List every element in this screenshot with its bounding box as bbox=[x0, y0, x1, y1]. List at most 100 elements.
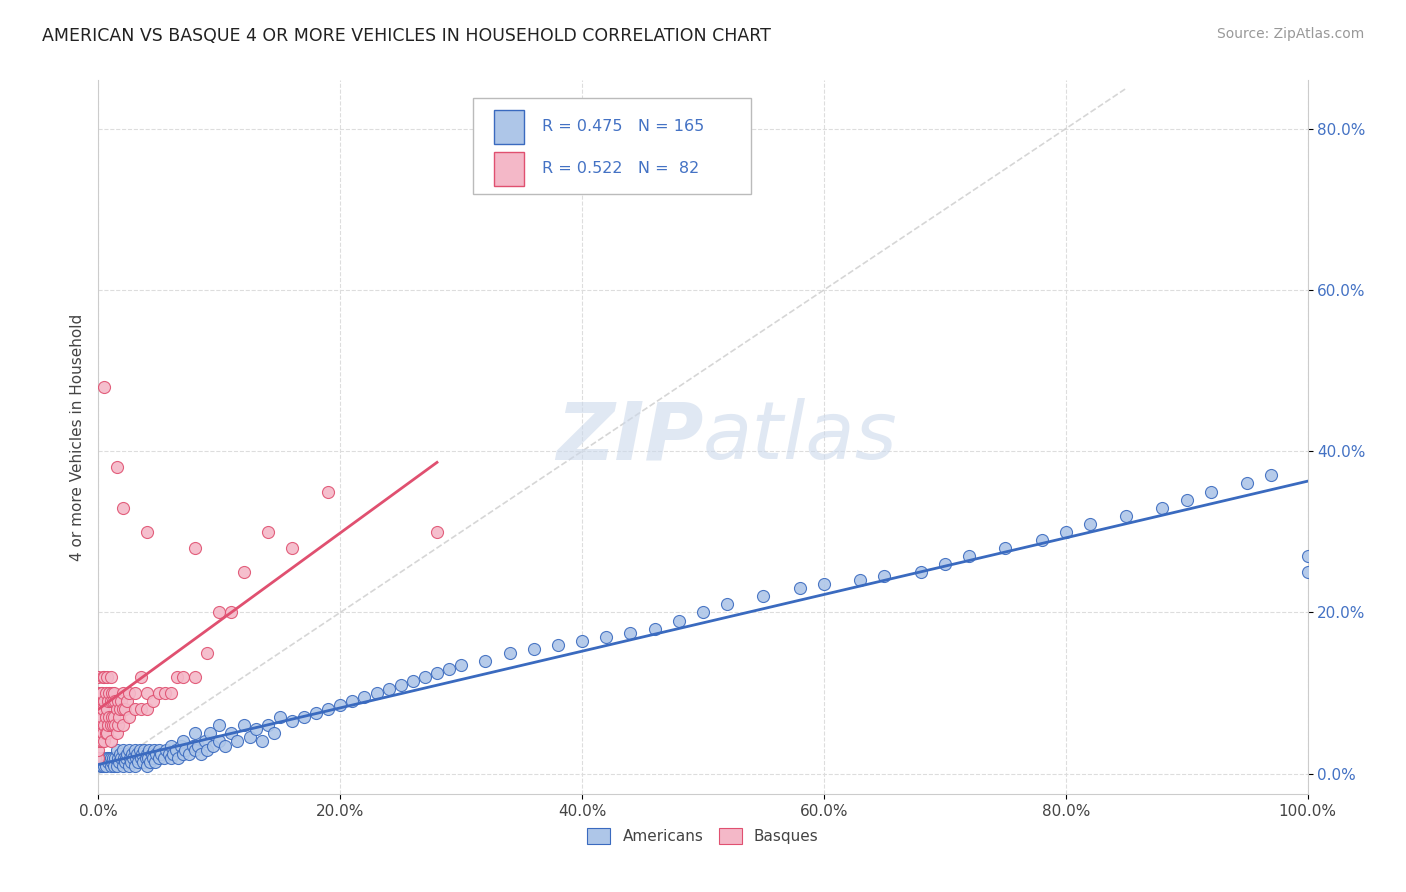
Point bbox=[208, 734, 231, 748]
Point bbox=[316, 484, 339, 499]
Point bbox=[142, 694, 165, 708]
Point bbox=[849, 573, 872, 587]
Point bbox=[98, 710, 121, 724]
Point bbox=[127, 747, 149, 761]
Point bbox=[934, 557, 956, 571]
Point bbox=[118, 750, 141, 764]
Point bbox=[644, 622, 666, 636]
Point bbox=[127, 755, 149, 769]
Point bbox=[105, 758, 128, 772]
Point bbox=[93, 758, 115, 772]
Point bbox=[124, 742, 146, 756]
Point bbox=[101, 718, 124, 732]
Point bbox=[128, 742, 150, 756]
Point bbox=[114, 702, 136, 716]
Point bbox=[135, 702, 157, 716]
Point bbox=[139, 755, 162, 769]
Point bbox=[179, 747, 201, 761]
Point bbox=[498, 646, 520, 660]
Point bbox=[91, 686, 114, 700]
Point bbox=[96, 702, 118, 716]
Point bbox=[87, 718, 110, 732]
Point bbox=[342, 694, 364, 708]
Point bbox=[353, 690, 375, 705]
Point bbox=[221, 606, 243, 620]
Point bbox=[135, 686, 157, 700]
Point bbox=[91, 710, 114, 724]
Point bbox=[194, 734, 217, 748]
Point bbox=[108, 710, 131, 724]
Point bbox=[87, 710, 110, 724]
Point bbox=[184, 670, 207, 684]
Point bbox=[101, 694, 124, 708]
Point bbox=[910, 565, 932, 579]
Point bbox=[94, 726, 117, 740]
Point bbox=[148, 750, 170, 764]
Point bbox=[202, 739, 225, 753]
Point bbox=[118, 742, 141, 756]
Point bbox=[117, 747, 139, 761]
Point bbox=[1236, 476, 1258, 491]
Point bbox=[402, 673, 425, 688]
Point bbox=[91, 670, 114, 684]
Point bbox=[329, 698, 352, 713]
Point bbox=[110, 750, 132, 764]
Point bbox=[169, 739, 191, 753]
Point bbox=[366, 686, 388, 700]
Point bbox=[105, 460, 128, 475]
Point bbox=[232, 565, 254, 579]
Point bbox=[104, 694, 127, 708]
Point bbox=[100, 670, 122, 684]
FancyBboxPatch shape bbox=[474, 98, 751, 194]
Point bbox=[281, 714, 304, 729]
Point bbox=[111, 742, 134, 756]
Point bbox=[122, 750, 145, 764]
FancyBboxPatch shape bbox=[494, 152, 524, 186]
Point bbox=[1296, 549, 1319, 563]
Point bbox=[129, 670, 152, 684]
Point bbox=[150, 747, 173, 761]
Point bbox=[523, 641, 546, 656]
Point bbox=[1031, 533, 1053, 547]
Point bbox=[692, 606, 714, 620]
Point bbox=[1175, 492, 1198, 507]
Point bbox=[135, 758, 157, 772]
Point bbox=[195, 742, 218, 756]
Point bbox=[716, 598, 738, 612]
Point bbox=[1296, 565, 1319, 579]
Point bbox=[111, 500, 134, 515]
Point bbox=[153, 686, 176, 700]
Point bbox=[108, 755, 131, 769]
Point bbox=[198, 726, 221, 740]
Point bbox=[208, 606, 231, 620]
Point bbox=[124, 686, 146, 700]
Point bbox=[91, 758, 114, 772]
Point bbox=[174, 742, 197, 756]
Point bbox=[281, 541, 304, 555]
Point bbox=[141, 747, 163, 761]
Point bbox=[1152, 500, 1174, 515]
Point bbox=[111, 686, 134, 700]
Point bbox=[157, 747, 180, 761]
Point bbox=[413, 670, 436, 684]
Point bbox=[87, 670, 110, 684]
Point bbox=[129, 702, 152, 716]
Point bbox=[135, 747, 157, 761]
Point bbox=[160, 739, 183, 753]
Text: atlas: atlas bbox=[703, 398, 898, 476]
Point bbox=[96, 670, 118, 684]
Point bbox=[160, 750, 183, 764]
Point bbox=[132, 755, 155, 769]
Point bbox=[90, 702, 112, 716]
Point bbox=[190, 747, 212, 761]
Point bbox=[129, 750, 152, 764]
Point bbox=[221, 726, 243, 740]
Point bbox=[256, 718, 278, 732]
Point bbox=[112, 750, 135, 764]
Point bbox=[105, 702, 128, 716]
Point bbox=[547, 638, 569, 652]
FancyBboxPatch shape bbox=[494, 110, 524, 144]
Point bbox=[118, 686, 141, 700]
Point bbox=[125, 750, 148, 764]
Point bbox=[94, 710, 117, 724]
